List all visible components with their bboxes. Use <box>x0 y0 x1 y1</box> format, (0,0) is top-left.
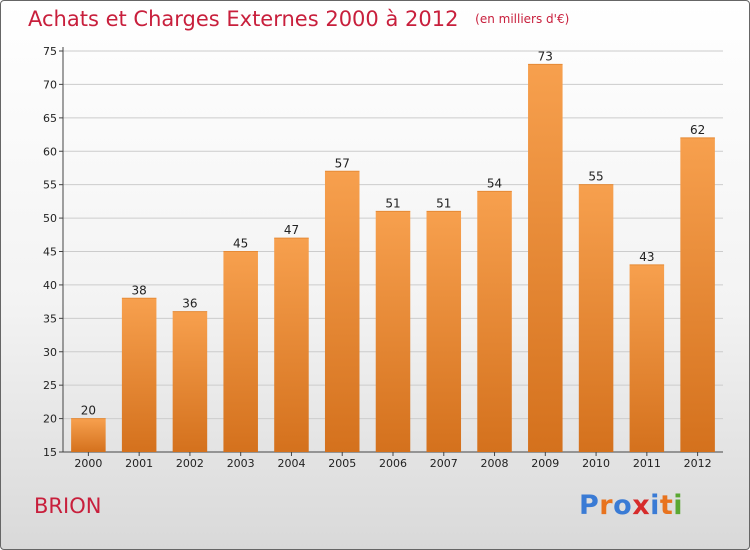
y-tick-label: 45 <box>43 246 57 259</box>
data-label: 36 <box>182 297 197 311</box>
chart-title: Achats et Charges Externes 2000 à 2012 (… <box>28 7 569 31</box>
y-tick-label: 30 <box>43 346 57 359</box>
data-label: 73 <box>538 49 553 63</box>
x-tick-label: 2009 <box>531 457 559 470</box>
y-tick-label: 15 <box>43 446 57 459</box>
x-tick-label: 2000 <box>74 457 102 470</box>
data-label: 51 <box>436 196 451 210</box>
bar <box>71 418 106 452</box>
data-label: 54 <box>487 176 502 190</box>
y-tick-label: 65 <box>43 112 57 125</box>
logo-letter: x <box>632 490 651 521</box>
y-tick-label: 50 <box>43 212 57 225</box>
data-label: 45 <box>233 237 248 251</box>
y-tick-label: 55 <box>43 179 57 192</box>
logo-letter: i <box>673 490 684 521</box>
chart-title-text: Achats et Charges Externes 2000 à 2012 <box>28 7 459 31</box>
logo-letter: t <box>659 490 674 521</box>
bar <box>680 137 715 452</box>
logo-letter: P <box>579 490 600 521</box>
bar <box>629 264 665 452</box>
bar <box>324 171 360 453</box>
data-label: 43 <box>639 250 654 264</box>
x-tick-label: 2001 <box>125 457 153 470</box>
y-tick-label: 35 <box>43 312 57 325</box>
bar <box>528 64 563 452</box>
data-label: 20 <box>81 404 96 418</box>
x-tick-label: 2003 <box>227 457 255 470</box>
x-tick-label: 2004 <box>277 457 305 470</box>
data-label: 62 <box>690 123 705 137</box>
bar <box>274 238 309 452</box>
y-tick-label: 75 <box>43 45 57 58</box>
x-tick-label: 2008 <box>481 457 509 470</box>
data-label: 57 <box>335 156 350 170</box>
x-tick-label: 2002 <box>176 457 204 470</box>
proxiti-logo[interactable]: Proxiti <box>579 490 683 521</box>
x-tick-label: 2011 <box>633 457 661 470</box>
axes: 15 20 25 30 35 40 45 50 55 60 65 70 75 2000 2001 2002 20… <box>43 45 723 470</box>
x-tick-label: 2010 <box>582 457 610 470</box>
bar <box>172 311 208 452</box>
data-labels: 20 38 36 45 47 57 51 51 54 73 55 43 62 <box>81 49 706 417</box>
y-tick-label: 60 <box>43 145 57 158</box>
y-tick-label: 70 <box>43 78 57 91</box>
logo-letter: i <box>650 490 660 521</box>
bar <box>121 298 157 452</box>
data-label: 51 <box>385 196 400 210</box>
bar <box>375 211 411 452</box>
data-label: 38 <box>132 283 147 297</box>
bar <box>578 184 614 452</box>
data-label: 55 <box>588 170 603 184</box>
bar <box>426 211 462 452</box>
bars <box>71 63 715 453</box>
y-tick-label: 25 <box>43 379 57 392</box>
town-name: BRION <box>34 494 102 518</box>
x-tick-label: 2005 <box>328 457 356 470</box>
x-tick-label: 2012 <box>684 457 712 470</box>
x-tick-label: 2006 <box>379 457 407 470</box>
logo-letter: r <box>599 490 614 521</box>
data-label: 47 <box>284 223 299 237</box>
bar <box>223 251 258 452</box>
y-tick-label: 20 <box>43 413 57 426</box>
x-tick-label: 2007 <box>430 457 458 470</box>
y-tick-label: 40 <box>43 279 57 292</box>
logo-letter: o <box>613 490 633 521</box>
chart-unit: (en milliers d'€) <box>475 12 570 26</box>
bar <box>477 191 512 452</box>
